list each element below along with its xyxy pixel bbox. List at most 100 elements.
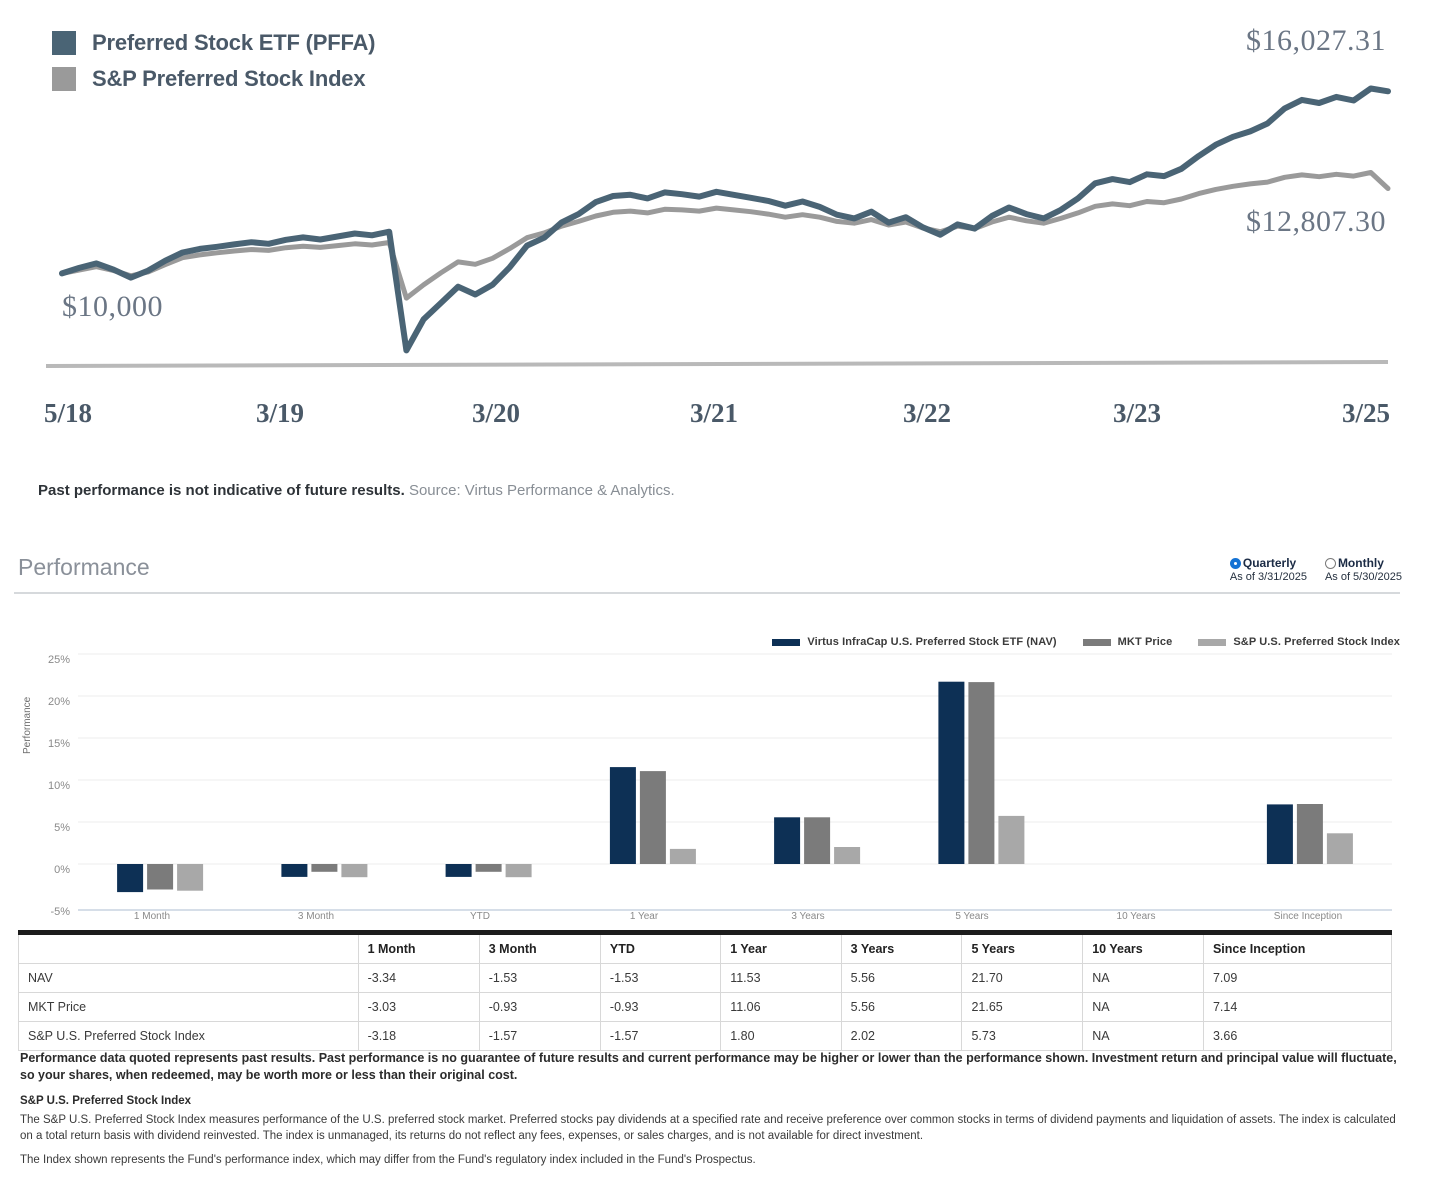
past-performance-source: Source: Virtus Performance & Analytics. [408,482,675,499]
cell-nav-3-month: -1.53 [478,963,601,993]
cell-nav-3-years: 5.56 [840,963,963,993]
table-header-row: 1 Month 3 Month YTD 1 Year 3 Years 5 Yea… [18,932,1393,964]
bar-chart-plot [78,653,1392,911]
table-row-label-nav: NAV [18,963,359,993]
bar-legend-item-nav: Virtus InfraCap U.S. Preferred Stock ETF… [772,636,1057,648]
table-header-ytd: YTD [599,932,722,964]
toggle-quarterly[interactable]: Quarterly As of 3/31/2025 [1229,556,1307,583]
y-tick-neg5: -5% [50,906,70,918]
table-header-10-years: 10 Years [1082,932,1204,964]
bar-legend-item-index: S&P U.S. Preferred Stock Index [1198,636,1400,648]
cell-index-1-month: -3.18 [357,1021,480,1051]
growth-of-10000-chart: Preferred Stock ETF (PFFA) S&P Preferred… [0,0,1432,499]
toggle-monthly-label: Monthly [1337,556,1384,570]
y-tick-5: 5% [54,822,70,834]
legend-item-fund: Preferred Stock ETF (PFFA) [52,30,376,56]
table-header-since-inception: Since Inception [1202,932,1393,964]
table-row: S&P U.S. Preferred Stock Index -3.18 -1.… [18,1021,1393,1051]
cell-mkt-1-year: 11.06 [720,992,842,1022]
cell-index-5-years: 5.73 [961,1021,1084,1051]
legend-swatch-fund [52,31,76,55]
y-tick-0: 0% [54,864,70,876]
growth-end-value-index: $12,807.30 [1246,205,1386,238]
bar-legend-swatch-nav [772,638,801,646]
toggle-quarterly-asof: As of 3/31/2025 [1229,571,1307,583]
past-performance-note: Past performance is not indicative of fu… [38,482,675,499]
y-tick-25: 25% [47,654,70,666]
bar-x-label-4: 3 Years [791,911,825,922]
x-label-1: 3/19 [256,398,305,428]
cell-nav-1-month: -3.34 [357,963,480,993]
radio-quarterly[interactable] [1229,557,1241,569]
performance-table: 1 Month 3 Month YTD 1 Year 3 Years 5 Yea… [18,930,1393,1051]
legend-label-index: S&P Preferred Stock Index [92,66,366,91]
table-header-1-year: 1 Year [720,932,842,964]
y-tick-10: 10% [47,780,70,792]
x-label-6: 3/25 [1342,398,1391,428]
y-tick-15: 15% [47,738,70,750]
x-label-5: 3/23 [1113,398,1162,428]
bar-chart-legend: Virtus InfraCap U.S. Preferred Stock ETF… [772,636,1400,648]
table-header-1-month: 1 Month [357,932,480,964]
x-label-0: 5/18 [44,398,93,428]
cell-nav-since-inception: 7.09 [1202,963,1393,993]
cell-index-3-month: -1.57 [478,1021,601,1051]
header-divider [14,592,1400,594]
past-performance-bold: Past performance is not indicative of fu… [38,482,405,499]
bar-legend-label-mkt: MKT Price [1117,636,1173,648]
bar-x-label-5: 5 Years [955,911,989,922]
bar-legend-swatch-mkt [1082,638,1111,646]
table-header-5-years: 5 Years [961,932,1084,964]
cell-index-10-years: NA [1082,1021,1204,1051]
cell-index-3-years: 2.02 [840,1021,963,1051]
growth-chart-legend: Preferred Stock ETF (PFFA) S&P Preferred… [52,30,376,102]
legend-item-index: S&P Preferred Stock Index [52,66,375,92]
performance-bar-chart: Virtus InfraCap U.S. Preferred Stock ETF… [0,612,1432,930]
legend-label-fund: Preferred Stock ETF (PFFA) [92,30,376,55]
bar-legend-label-index: S&P U.S. Preferred Stock Index [1233,636,1400,648]
bar-legend-item-mkt: MKT Price [1082,636,1173,648]
growth-line-plot [45,85,1391,368]
index-note: The Index shown represents the Fund's pe… [20,1154,756,1166]
table-row: MKT Price -3.03 -0.93 -0.93 11.06 5.56 2… [18,992,1393,1022]
period-toggle-group[interactable]: Quarterly As of 3/31/2025 Monthly As of … [1229,556,1402,583]
growth-end-value-fund: $16,027.31 [1246,24,1386,57]
table-header-3-years: 3 Years [840,932,963,964]
bar-x-label-3: 1 Year [629,911,659,922]
cell-mkt-3-years: 5.56 [840,992,963,1022]
cell-index-since-inception: 3.66 [1202,1021,1393,1051]
bar-x-label-2: YTD [470,911,490,922]
index-definition-heading: S&P U.S. Preferred Stock Index [20,1095,192,1107]
bar-legend-label-nav: Virtus InfraCap U.S. Preferred Stock ETF… [807,636,1057,648]
bar-x-label-1: 3 Month [297,911,335,922]
bar-x-label-7: Since Inception [1273,911,1343,922]
table-row-label-index: S&P U.S. Preferred Stock Index [18,1021,359,1051]
cell-nav-10-years: NA [1082,963,1204,993]
x-label-2: 3/20 [472,398,521,428]
table-row: NAV -3.34 -1.53 -1.53 11.53 5.56 21.70 N… [18,963,1393,993]
table-header-3-month: 3 Month [478,932,601,964]
x-label-4: 3/22 [903,398,952,428]
table-header-blank [18,932,359,964]
performance-disclaimer: Performance data quoted represents past … [20,1051,1397,1082]
table-row-label-mkt: MKT Price [18,992,359,1022]
toggle-monthly-asof: As of 5/30/2025 [1324,571,1402,583]
cell-mkt-since-inception: 7.14 [1202,992,1393,1022]
bar-x-label-6: 10 Years [1116,911,1156,922]
toggle-monthly[interactable]: Monthly As of 5/30/2025 [1324,556,1402,583]
cell-index-1-year: 1.80 [720,1021,842,1051]
cell-mkt-10-years: NA [1082,992,1204,1022]
growth-start-value: $10,000 [62,290,163,323]
cell-mkt-5-years: 21.65 [961,992,1084,1022]
page-title: Performance [18,554,150,580]
radio-monthly[interactable] [1324,557,1336,569]
cell-nav-ytd: -1.53 [599,963,722,993]
cell-index-ytd: -1.57 [599,1021,722,1051]
cell-mkt-1-month: -3.03 [357,992,480,1022]
cell-mkt-3-month: -0.93 [478,992,601,1022]
growth-x-axis-labels: 5/18 3/19 3/20 3/21 3/22 3/23 3/25 [0,398,1432,438]
bar-x-label-0: 1 Month [133,911,171,922]
y-tick-20: 20% [47,696,70,708]
legend-swatch-index [52,67,76,91]
